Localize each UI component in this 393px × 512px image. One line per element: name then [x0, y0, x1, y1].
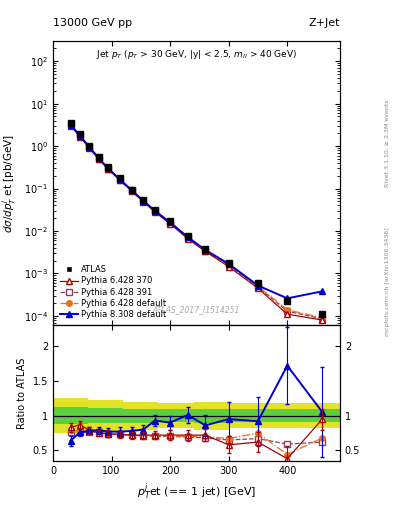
Text: ATLAS_2017_I1514251: ATLAS_2017_I1514251: [153, 305, 240, 314]
Text: Rivet 3.1.10, ≥ 2.3M events: Rivet 3.1.10, ≥ 2.3M events: [385, 99, 390, 187]
X-axis label: $p_T^j$et (== 1 jet) [GeV]: $p_T^j$et (== 1 jet) [GeV]: [137, 481, 256, 502]
Legend: ATLAS, Pythia 6.428 370, Pythia 6.428 391, Pythia 6.428 default, Pythia 8.308 de: ATLAS, Pythia 6.428 370, Pythia 6.428 39…: [57, 263, 169, 321]
Text: mcplots.cern.ch [arXiv:1306.3436]: mcplots.cern.ch [arXiv:1306.3436]: [385, 227, 390, 336]
Y-axis label: Ratio to ATLAS: Ratio to ATLAS: [17, 357, 27, 429]
Text: 13000 GeV pp: 13000 GeV pp: [53, 18, 132, 28]
Text: Z+Jet: Z+Jet: [309, 18, 340, 28]
Y-axis label: $d\sigma/dp_T^j$ et [pb/GeV]: $d\sigma/dp_T^j$ et [pb/GeV]: [0, 134, 18, 232]
Text: Jet $p_T$ ($p_T$ > 30 GeV, |y| < 2.5, $m_{ll}$ > 40 GeV): Jet $p_T$ ($p_T$ > 30 GeV, |y| < 2.5, $m…: [96, 48, 297, 61]
